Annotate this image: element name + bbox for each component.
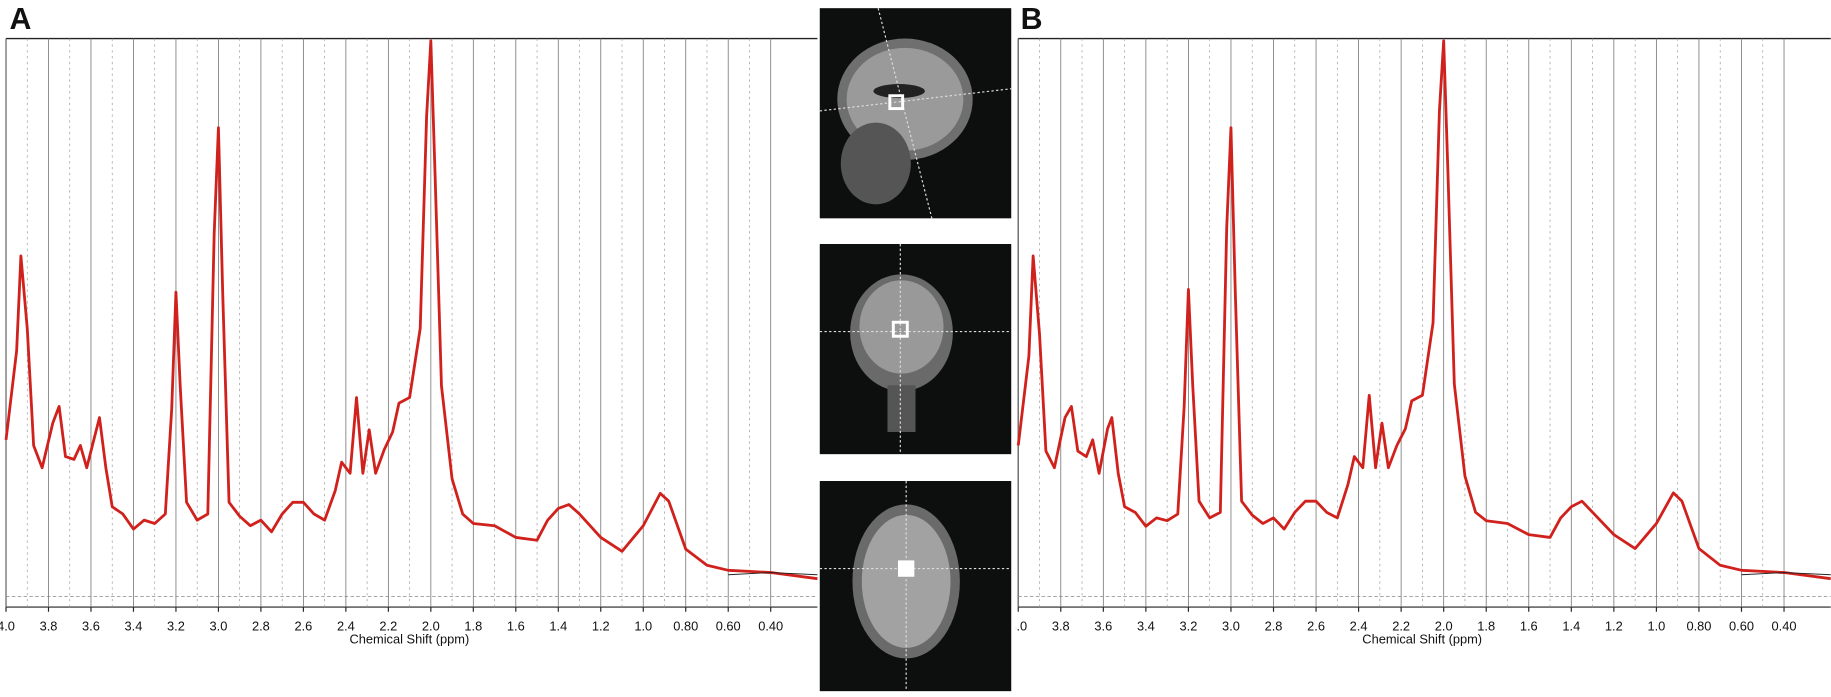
- crosshair: [877, 8, 933, 219]
- x-tick-label: 1.6: [507, 618, 525, 633]
- x-tick-label: 1.2: [592, 618, 610, 633]
- spectrum-panel: 4.0 3.8 3.6 3.4 3.2 3.0 2.8 2.6 2.4 2.2 2.0 1.8 1.6 1…: [1009, 37, 1831, 633]
- brainstem: [887, 385, 916, 432]
- x-tick-label: 1.0: [1647, 618, 1665, 633]
- brain: [861, 514, 951, 648]
- x-tick-label: 4.0: [1009, 618, 1027, 633]
- x-tick-label: 0.40: [758, 618, 783, 633]
- spectrum-panel: 4.0 3.8 3.6 3.4 3.2 3.0 2.8 2.6 2.4 2.2 2.0 1.8 1.6 1…: [0, 37, 818, 633]
- x-tick-label: 3.0: [1222, 618, 1240, 633]
- brain: [859, 280, 944, 374]
- x-tick-label: 3.6: [1094, 618, 1112, 633]
- x-tick-label: 2.0: [422, 618, 440, 633]
- baseline-line: [728, 572, 818, 576]
- crosshair: [819, 88, 1012, 112]
- fit-line: [4, 39, 818, 581]
- mri-images: [819, 8, 1012, 692]
- x-tick-label: 1.8: [1477, 618, 1495, 633]
- x-tick-label: 3.0: [210, 618, 228, 633]
- x-tick-label: 3.2: [1179, 618, 1197, 633]
- x-tick-label: 0.60: [1729, 618, 1754, 633]
- x-tick-label: 3.8: [40, 618, 58, 633]
- voxel: [888, 94, 905, 111]
- x-tick-label: 2.6: [294, 618, 312, 633]
- face: [840, 122, 911, 205]
- x-tick-label: 1.6: [1520, 618, 1538, 633]
- x-tick-label: 1.4: [1562, 618, 1580, 633]
- x-tick-label: 3.8: [1052, 618, 1070, 633]
- x-tick-label: 3.2: [167, 618, 185, 633]
- x-tick-label: 2.2: [379, 618, 397, 633]
- voxel: [897, 560, 915, 577]
- baseline-line: [1741, 572, 1831, 576]
- x-tick-label: 3.4: [125, 618, 143, 633]
- x-tick-label: 2.8: [252, 618, 270, 633]
- x-tick-label: 2.8: [1265, 618, 1283, 633]
- x-tick-label: 0.80: [1686, 618, 1711, 633]
- x-tick-label: 2.4: [1350, 618, 1368, 633]
- x-tick-label: 3.4: [1137, 618, 1155, 633]
- x-tick-label: 3.6: [82, 618, 100, 633]
- x-tick-label: 0.40: [1772, 618, 1797, 633]
- x-tick-label: 2.2: [1392, 618, 1410, 633]
- x-tick-label: 2.6: [1307, 618, 1325, 633]
- voxel: [891, 320, 909, 338]
- x-axis-title: Chemical Shift (ppm): [1362, 631, 1482, 646]
- x-tick-label: 1.0: [634, 618, 652, 633]
- x-tick-label: 0.80: [673, 618, 698, 633]
- x-tick-label: 1.4: [549, 618, 567, 633]
- x-tick-label: 2.0: [1435, 618, 1453, 633]
- x-tick-label: 1.2: [1605, 618, 1623, 633]
- panel-label: A: [10, 3, 32, 36]
- x-tick-label: 2.4: [337, 618, 355, 633]
- x-tick-label: 0.60: [716, 618, 741, 633]
- x-tick-label: 4.0: [0, 618, 15, 633]
- x-tick-label: 1.8: [464, 618, 482, 633]
- fit-line: [1016, 39, 1831, 581]
- panel-label: B: [1021, 3, 1043, 36]
- x-axis-title: Chemical Shift (ppm): [350, 631, 470, 646]
